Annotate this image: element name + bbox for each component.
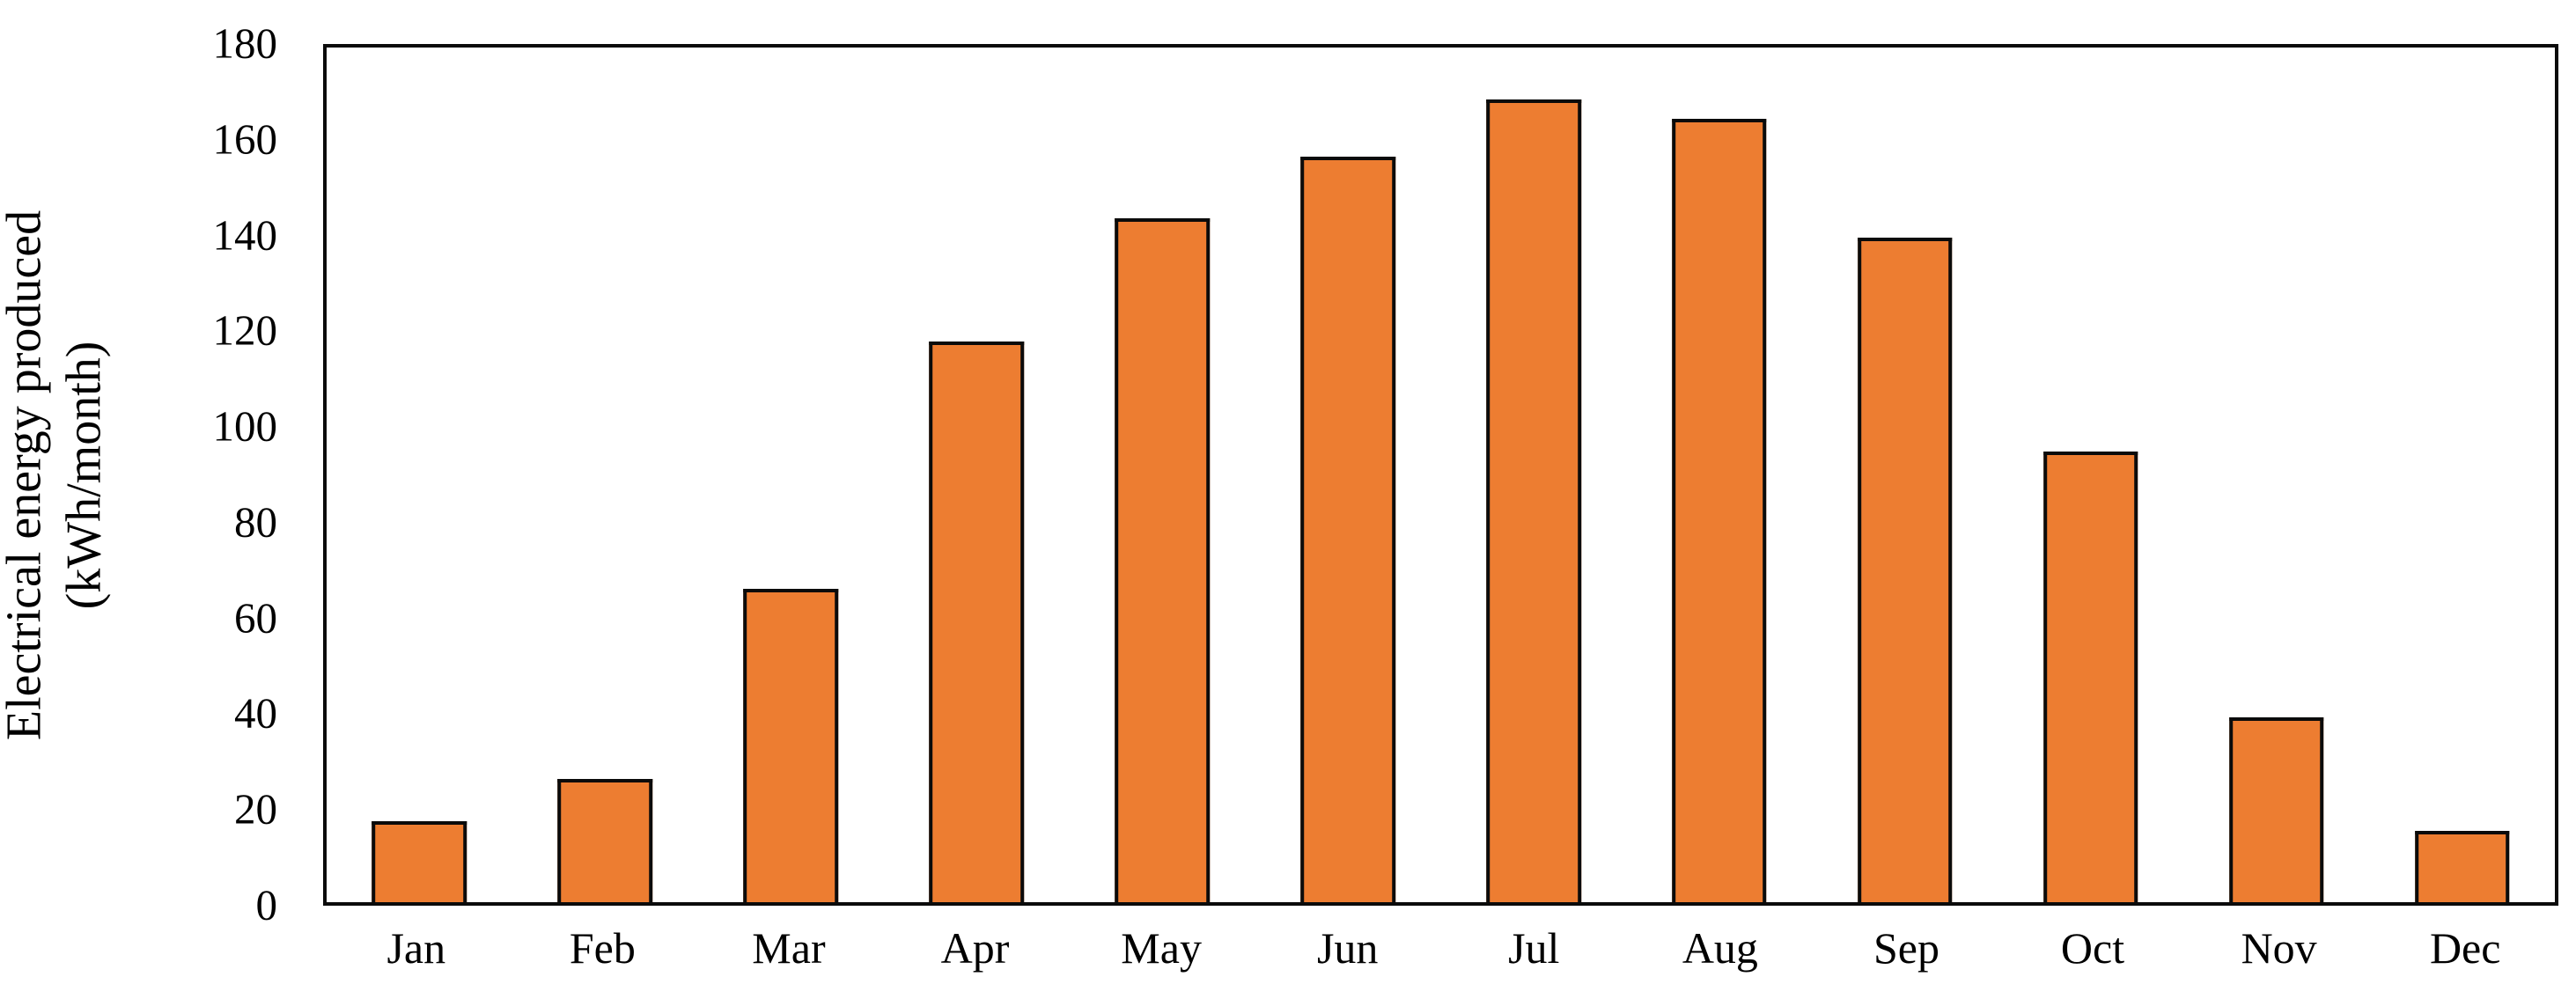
- y-tick-180: 180: [212, 18, 278, 68]
- x-tick-sep: Sep: [1873, 923, 1939, 973]
- x-tick-feb: Feb: [569, 923, 636, 973]
- y-tick-120: 120: [212, 305, 278, 355]
- plot-area: [323, 44, 2558, 906]
- bar-may: [1115, 218, 1210, 902]
- bar-nov: [2228, 716, 2324, 902]
- x-tick-jun: Jun: [1316, 923, 1379, 973]
- x-tick-nov: Nov: [2241, 923, 2317, 973]
- y-tick-0: 0: [255, 880, 278, 929]
- bar-mar: [743, 588, 839, 902]
- bar-apr: [929, 342, 1024, 902]
- bar-jun: [1300, 157, 1395, 902]
- y-tick-80: 80: [234, 497, 277, 547]
- x-tick-jul: Jul: [1508, 923, 1560, 973]
- y-tick-100: 100: [212, 401, 278, 451]
- y-axis-tick-labels: 0 20 40 60 80 100 120 140 160 180: [0, 22, 300, 927]
- x-tick-dec: Dec: [2429, 923, 2501, 973]
- y-tick-20: 20: [234, 784, 277, 834]
- x-axis-tick-labels: Jan Feb Mar Apr May Jun Jul Aug Sep Oct Nov Dec: [323, 926, 2558, 992]
- bar-feb: [557, 778, 653, 902]
- bar-jan: [372, 821, 467, 902]
- y-tick-160: 160: [212, 114, 278, 164]
- y-tick-60: 60: [234, 593, 277, 643]
- bar-sep: [1858, 237, 1953, 902]
- x-tick-mar: Mar: [752, 923, 826, 973]
- bar-aug: [1672, 118, 1767, 902]
- y-tick-140: 140: [212, 210, 278, 260]
- bar-dec: [2414, 831, 2510, 902]
- x-tick-oct: Oct: [2060, 923, 2125, 973]
- y-tick-40: 40: [234, 688, 277, 738]
- x-tick-may: May: [1121, 923, 1202, 973]
- x-tick-aug: Aug: [1682, 923, 1758, 973]
- x-tick-jan: Jan: [386, 923, 446, 973]
- x-tick-apr: Apr: [940, 923, 1010, 973]
- bar-oct: [2042, 451, 2138, 902]
- bar-jul: [1486, 99, 1581, 902]
